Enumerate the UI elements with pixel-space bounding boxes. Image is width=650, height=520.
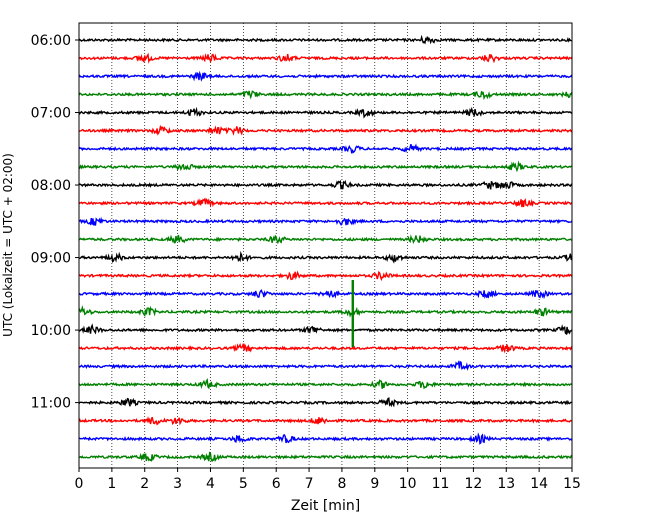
y-tick-label: 11:00 <box>31 396 71 412</box>
seismogram-trace <box>78 143 573 154</box>
seismogram-trace <box>78 378 573 390</box>
seismogram-trace <box>78 432 573 445</box>
seismogram-trace <box>78 289 573 300</box>
seismogram-trace <box>78 179 573 190</box>
seismogram-trace <box>78 124 573 136</box>
x-tick-label: 5 <box>239 476 248 492</box>
seismogram-traces <box>78 34 573 463</box>
x-tick-label: 14 <box>530 476 548 492</box>
vertical-grid <box>111 23 540 468</box>
x-tick-label: 6 <box>272 476 281 492</box>
y-tick-label: 10:00 <box>31 323 71 339</box>
x-tick-label: 12 <box>464 476 482 492</box>
y-tick-label: 07:00 <box>31 106 71 122</box>
seismogram-trace <box>78 323 573 336</box>
x-tick-label: 8 <box>337 476 346 492</box>
x-axis-title: Zeit [min] <box>291 498 360 514</box>
seismogram-trace <box>78 451 573 463</box>
x-tick-label: 0 <box>75 476 84 492</box>
x-tick-label: 15 <box>563 476 581 492</box>
y-tick-label: 08:00 <box>31 178 71 194</box>
seismogram-trace <box>78 216 573 226</box>
seismogram-trace <box>78 160 573 173</box>
seismogram-trace <box>78 234 573 245</box>
x-tick-label: 9 <box>370 476 379 492</box>
seismogram-trace <box>78 415 573 426</box>
y-axis-ticks: 06:00 07:00 08:00 09:00 10:00 11:00 <box>31 33 79 412</box>
x-tick-label: 11 <box>432 476 450 492</box>
seismogram-trace <box>78 304 573 319</box>
seismogram-trace <box>78 397 573 408</box>
seismogram-trace <box>78 197 573 208</box>
x-tick-label: 10 <box>399 476 417 492</box>
y-tick-label: 09:00 <box>31 251 71 267</box>
x-tick-label: 13 <box>497 476 515 492</box>
x-axis-ticks: 0 1 2 3 4 5 6 7 8 9 10 11 12 13 14 15 <box>75 468 581 492</box>
x-tick-label: 3 <box>173 476 182 492</box>
x-tick-label: 2 <box>140 476 149 492</box>
seismogram-trace <box>78 250 573 264</box>
x-tick-label: 4 <box>206 476 215 492</box>
seismogram-trace <box>78 106 573 119</box>
x-tick-label: 7 <box>305 476 314 492</box>
y-axis-title: UTC (Lokalzeit = UTC + 02:00) <box>1 153 15 337</box>
y-tick-label: 06:00 <box>31 33 71 49</box>
seismogram-trace <box>78 52 573 64</box>
seismogram-trace <box>78 34 573 45</box>
seismogram-trace <box>78 270 573 282</box>
plot-frame <box>78 22 573 469</box>
seismogram-trace <box>78 360 573 372</box>
seismogram-trace <box>78 90 573 101</box>
seismogram-trace <box>78 70 573 82</box>
seismogram-trace <box>78 342 573 354</box>
x-tick-label: 1 <box>107 476 116 492</box>
